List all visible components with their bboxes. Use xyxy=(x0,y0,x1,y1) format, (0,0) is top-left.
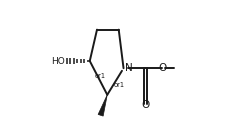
Text: N: N xyxy=(125,63,133,73)
Polygon shape xyxy=(98,95,107,116)
Text: or1: or1 xyxy=(114,82,125,88)
Text: or1: or1 xyxy=(95,73,106,79)
Text: O: O xyxy=(158,63,166,73)
Text: HO: HO xyxy=(51,56,64,66)
Text: O: O xyxy=(141,100,149,110)
